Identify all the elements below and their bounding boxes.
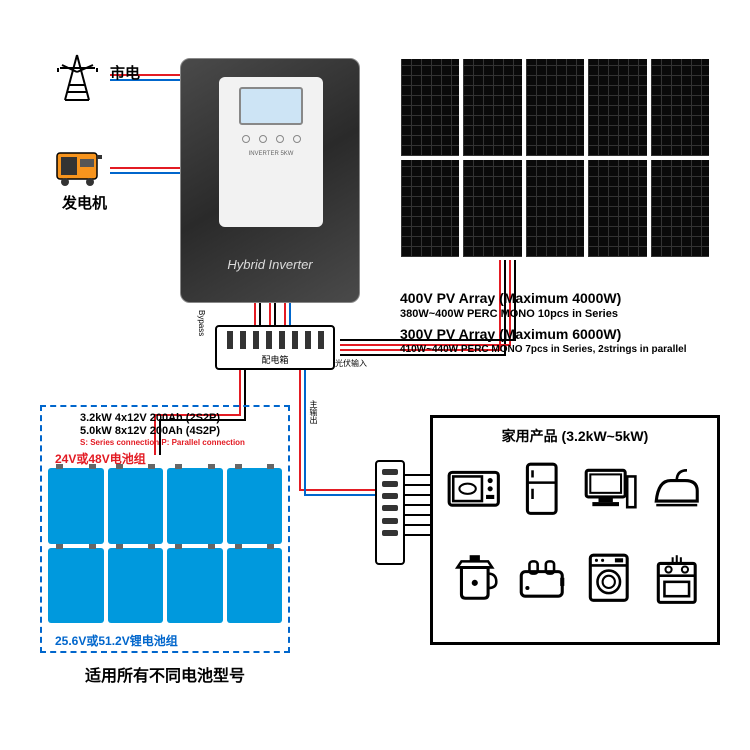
- inverter-unit: INVERTER 5KW Hybrid Inverter: [180, 58, 360, 303]
- computer-icon: [578, 458, 640, 541]
- battery-title-3: S: Series connection P: Parallel connect…: [80, 438, 245, 447]
- generator-label: 发电机: [62, 192, 107, 213]
- iron-icon: [646, 458, 708, 541]
- junction-box: 配电箱: [215, 325, 335, 370]
- battery-label-top: 24V或48V电池组: [55, 450, 146, 467]
- battery-title-2: 5.0kW 8x12V 200Ah (4S2P): [80, 425, 220, 437]
- washer-icon: [578, 547, 640, 630]
- solar-spec-2: 380W~400W PERC MONO 10pcs in Series: [400, 308, 618, 320]
- grid-label: 市电: [110, 62, 140, 83]
- grid-tower-icon: [55, 50, 100, 110]
- battery-title-1: 3.2kW 4x12V 200Ah (2S2P): [80, 412, 220, 424]
- generator-icon: [55, 145, 103, 187]
- solar-array: [400, 58, 710, 258]
- solar-spec-4: 410W~440W PERC MONO 7pcs in Series, 2str…: [400, 344, 687, 355]
- stove-icon: [646, 547, 708, 630]
- kettle-icon: [443, 547, 505, 630]
- fridge-icon: [511, 458, 573, 541]
- battery-grid: [48, 468, 282, 623]
- solar-spec-3: 300V PV Array (Maximum 6000W): [400, 326, 621, 342]
- appliances-title: 家用产品 (3.2kW~5kW): [433, 418, 717, 454]
- power-strip: [375, 460, 405, 565]
- battery-footer: 适用所有不同电池型号: [85, 662, 245, 686]
- microwave-icon: [443, 458, 505, 541]
- pv-input-label: 光伏输入: [335, 358, 367, 369]
- solar-spec-1: 400V PV Array (Maximum 4000W): [400, 290, 621, 306]
- main-out-label: 主输出: [308, 400, 319, 424]
- bypass-label: Bypass: [197, 310, 206, 336]
- toaster-icon: [511, 547, 573, 630]
- inverter-label: Hybrid Inverter: [181, 257, 359, 272]
- junction-label: 配电箱: [217, 353, 333, 366]
- battery-label-bottom: 25.6V或51.2V锂电池组: [55, 632, 178, 649]
- appliances-box: 家用产品 (3.2kW~5kW): [430, 415, 720, 645]
